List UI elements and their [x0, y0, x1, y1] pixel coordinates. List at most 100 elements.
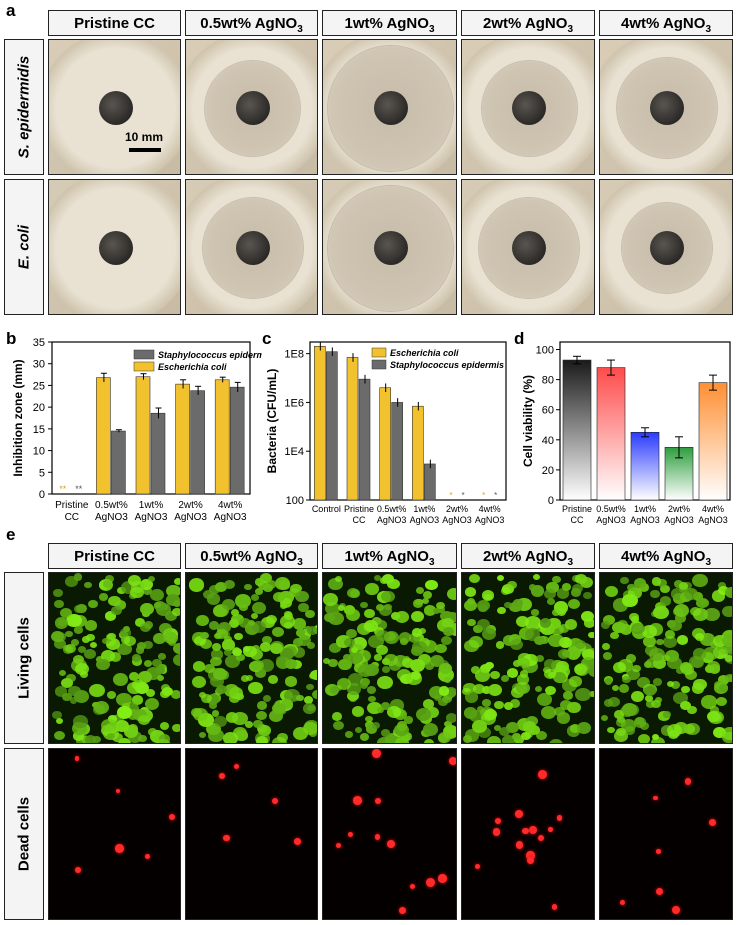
cell-dot: [192, 661, 205, 672]
e-header-label: 0.5wt% AgNO: [200, 548, 298, 565]
cell-dot: [208, 585, 220, 595]
cell-dot: [600, 714, 609, 722]
cell-dot: [65, 630, 73, 638]
cell-dot: [656, 638, 664, 646]
cell-dot: [101, 650, 115, 663]
a-row-label-1: E. coli: [4, 179, 44, 315]
petri-dish-image: [599, 39, 733, 175]
cell-dot: [396, 721, 408, 731]
cell-dot: [600, 620, 611, 630]
cell-dot: [338, 604, 346, 611]
y-tick-label: 100: [286, 495, 304, 507]
cell-dot: [554, 706, 565, 716]
cell-dot: [377, 737, 392, 743]
cell-dot: [337, 678, 352, 691]
x-tick-label: Pristine: [562, 504, 592, 514]
cell-dot: [350, 646, 359, 653]
cell-dot: [204, 663, 215, 673]
cell-dot: [692, 573, 708, 587]
cell-dot: [134, 681, 150, 695]
cell-dot: [158, 622, 173, 634]
cell-dot: [357, 664, 373, 678]
cell-dot: [206, 593, 221, 605]
cell-dot: [66, 673, 77, 683]
cell-dot: [77, 645, 86, 653]
cell-dot: [376, 644, 389, 656]
cell-dot: [689, 606, 701, 616]
cell-dot: [138, 734, 147, 742]
a-header-3: 2wt% AgNO3: [461, 10, 595, 36]
cell-dot: [68, 685, 81, 697]
a-header-label: 2wt% AgNO: [482, 15, 568, 32]
cell-dot: [156, 674, 165, 682]
cell-dot: [695, 632, 705, 641]
bar: [358, 378, 371, 501]
cell-dot: [104, 611, 117, 621]
x-tick-label: CC: [65, 512, 79, 523]
cell-dot: [582, 648, 594, 661]
cell-dot: [525, 616, 541, 630]
cell-dot: [387, 578, 400, 589]
cell-dot: [250, 613, 259, 620]
cell-dot: [250, 659, 265, 672]
cell-dot: [143, 659, 152, 667]
cell-dot: [62, 692, 72, 702]
cell-dot: [445, 611, 456, 623]
cell-dot: [234, 594, 251, 608]
cell-dot: [306, 641, 315, 649]
cell-dot: [564, 619, 578, 630]
cell-dot: [252, 601, 267, 614]
y-tick-label: 25: [33, 380, 45, 392]
cell-dot: [645, 695, 653, 702]
cell-dot: [153, 601, 162, 609]
cell-dot: [271, 627, 284, 638]
cell-dot: [171, 607, 180, 616]
cell-dot: [402, 732, 413, 741]
bar: [190, 390, 205, 495]
cell-dot: [435, 643, 447, 654]
cell-dot: [619, 624, 633, 635]
cell-dot: [374, 654, 382, 661]
cell-dot: [611, 684, 620, 692]
cell-dot: [102, 580, 112, 588]
cell-dot: [652, 658, 666, 669]
cell-dot: [147, 728, 158, 737]
legend-swatch: [371, 347, 387, 358]
cell-dot: [292, 618, 307, 630]
cell-dot: [101, 718, 117, 733]
cell-dot: [110, 652, 122, 662]
cell-dot: [54, 617, 69, 629]
a-row-label-text: E. coli: [15, 224, 33, 270]
cell-dot: [717, 675, 729, 685]
legend-label: Staphylococcus epidermis: [158, 350, 262, 360]
cell-dot: [272, 702, 286, 715]
e-header-2: 1wt% AgNO3: [322, 543, 457, 569]
cell-dot: [214, 581, 227, 593]
dead-cell-dot: [492, 828, 501, 836]
scale-bar: [129, 148, 161, 152]
y-tick-label: 10: [33, 446, 45, 458]
cell-dot: [517, 657, 526, 666]
dead-cell-dot: [656, 848, 661, 854]
cell-dot: [681, 685, 690, 693]
cell-dot: [725, 587, 732, 599]
y-tick-label: 20: [33, 402, 45, 414]
cell-dot: [310, 669, 317, 681]
dead-cell-dot: [115, 789, 121, 794]
cell-dot: [509, 601, 522, 613]
cell-dot: [260, 642, 272, 652]
cell-dot: [476, 619, 490, 630]
cell-dot: [495, 641, 505, 649]
cell-dot: [643, 685, 656, 696]
cell-dot: [725, 655, 732, 662]
cell-dot: [409, 633, 421, 643]
cell-dot: [210, 656, 222, 667]
cell-dot: [209, 701, 218, 709]
cell-dot: [269, 643, 283, 655]
cell-dot: [438, 731, 452, 743]
cell-dot: [112, 714, 124, 724]
bar: [596, 367, 626, 501]
x-tick-label: 0.5wt%: [95, 500, 128, 511]
dead-cell-dot: [684, 778, 692, 785]
cell-dot: [535, 685, 543, 692]
